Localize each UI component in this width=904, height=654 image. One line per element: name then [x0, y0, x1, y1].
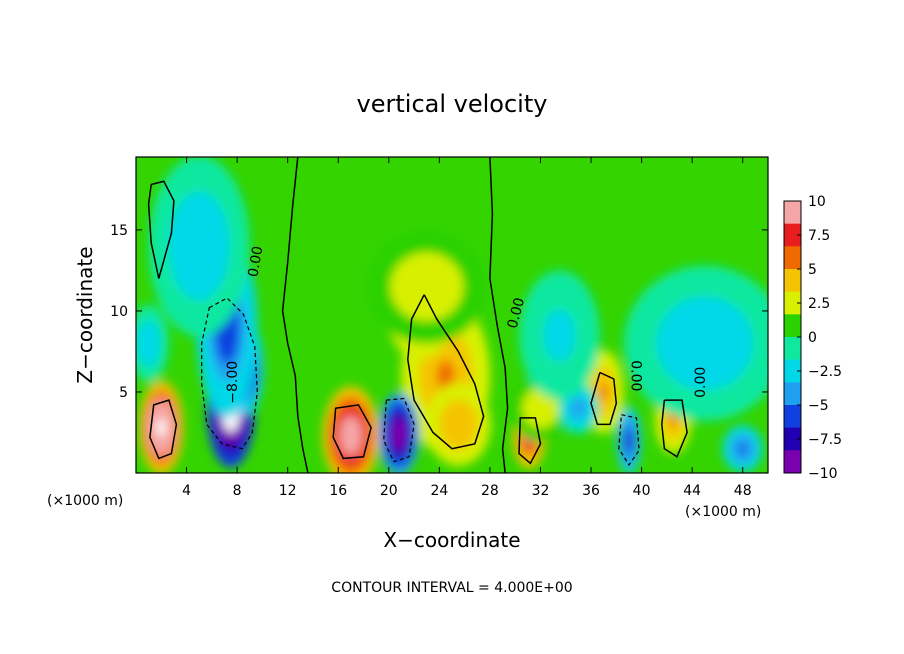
x-unit-label-left: (×1000 m)	[47, 493, 123, 509]
colorbar-swatch-4	[784, 291, 801, 315]
contour-lines	[147, 157, 688, 473]
field-blob-17-level-4	[738, 443, 747, 454]
field-blob-18-level-4	[688, 327, 721, 359]
x-tick-label-1: 8	[233, 483, 242, 499]
colorbar-swatch-11	[784, 450, 801, 474]
y-tick-label-0: 5	[119, 385, 128, 401]
x-tick-label-10: 44	[683, 483, 701, 499]
field-blobs	[136, 157, 768, 473]
colorbar-swatch-10	[784, 427, 801, 451]
field-blob-7-level-4	[669, 412, 677, 427]
x-tick-label-4: 20	[380, 483, 398, 499]
colorbar-tick-label-7: −7.5	[808, 432, 842, 448]
field-blob-2-level-4	[436, 360, 455, 392]
colorbar-swatch-9	[784, 405, 801, 429]
x-tick-label-0: 4	[182, 483, 191, 499]
colorbar-swatch-7	[784, 359, 801, 383]
x-tick-label-9: 40	[633, 483, 651, 499]
positive-contour-2	[518, 417, 542, 465]
x-tick-label-8: 36	[582, 483, 600, 499]
colorbar-swatch-5	[784, 314, 801, 338]
field-blob-15-level-4	[626, 433, 632, 448]
x-tick-label-3: 16	[329, 483, 347, 499]
x-tick-label-2: 12	[279, 483, 297, 499]
zero-contour-4	[661, 399, 688, 458]
colorbar-swatch-8	[784, 382, 801, 406]
x-tick-label-5: 24	[430, 483, 448, 499]
colorbar-ticks: 10 7.5 5 2.5 0 −2.5 −5 −7.5 −10	[797, 194, 842, 482]
field-blob-13-level-4	[189, 228, 210, 265]
colorbar-tick-label-2: 5	[808, 262, 817, 278]
contour-interval-footer: CONTOUR INTERVAL = 4.000E+00	[331, 580, 572, 596]
x-axis-label: X−coordinate	[383, 528, 520, 552]
x-tick-label-7: 32	[532, 483, 550, 499]
colorbar-swatch-2	[784, 246, 801, 270]
colorbar-swatch-3	[784, 269, 801, 293]
field-blob-14-level-4	[394, 425, 403, 443]
contour-label-2: 0.00	[505, 296, 529, 330]
y-axis-label: Z−coordinate	[73, 246, 97, 383]
zero-contour-1	[281, 157, 309, 473]
zero-contour-3	[590, 371, 618, 426]
field-blob-20-level-4	[551, 322, 568, 349]
colorbar-tick-label-5: −2.5	[808, 364, 842, 380]
zero-contour-0	[147, 180, 175, 279]
colorbar	[783, 200, 802, 474]
x-tick-label-11: 48	[734, 483, 752, 499]
field-blob-6-level-4	[599, 383, 608, 401]
colorbar-tick-label-1: 7.5	[808, 228, 830, 244]
contour-labels: 0.00 −8.00 0.00 0.00 0.00	[225, 245, 709, 404]
positive-contour-1	[332, 404, 372, 460]
negative-contour-2	[618, 413, 640, 466]
plot-frame	[135, 156, 769, 474]
x-axis-ticks: 4 8 12 16 20 24 28 32 36 40 44 48	[182, 157, 752, 499]
x-tick-label-6: 28	[481, 483, 499, 499]
chart-title: vertical velocity	[357, 90, 548, 118]
colorbar-tick-label-0: 10	[808, 194, 826, 210]
plot-area: 0.00 −8.00 0.00 0.00 0.00	[136, 157, 768, 473]
y-tick-label-1: 10	[110, 304, 128, 320]
x-unit-label-right: (×1000 m)	[685, 504, 761, 520]
contour-label-1: −8.00	[225, 361, 241, 404]
colorbar-swatch-6	[784, 337, 801, 361]
zero-contour-2	[489, 157, 509, 473]
field-blob-16-level-4	[574, 402, 583, 414]
field-blob-9-level-4	[534, 401, 547, 415]
contour-label-4: 0.00	[693, 367, 709, 398]
negative-contour-1	[383, 397, 415, 463]
negative-contour-0	[201, 297, 258, 450]
field-blob-19-level-4	[144, 335, 153, 352]
y-tick-label-2: 15	[110, 223, 128, 239]
field-blob-4-level-4	[451, 416, 465, 433]
contour-label-0: 0.00	[245, 245, 266, 278]
colorbar-swatch-0	[784, 201, 801, 225]
colorbar-tick-label-6: −5	[808, 398, 829, 414]
zero-contour-5	[407, 294, 485, 450]
colorbar-tick-label-4: 0	[808, 330, 817, 346]
colorbar-tick-label-3: 2.5	[808, 296, 830, 312]
y-axis-ticks: 5 10 15	[110, 223, 768, 401]
colorbar-tick-label-8: −10	[808, 466, 838, 482]
field-blob-0-level-4	[156, 418, 166, 437]
field-blob-8-level-4	[414, 275, 439, 299]
contour-label-3: 0.00	[628, 360, 644, 391]
field-blob-1-level-4	[345, 425, 357, 446]
colorbar-swatch-1	[784, 223, 801, 247]
positive-contour-0	[149, 399, 178, 460]
